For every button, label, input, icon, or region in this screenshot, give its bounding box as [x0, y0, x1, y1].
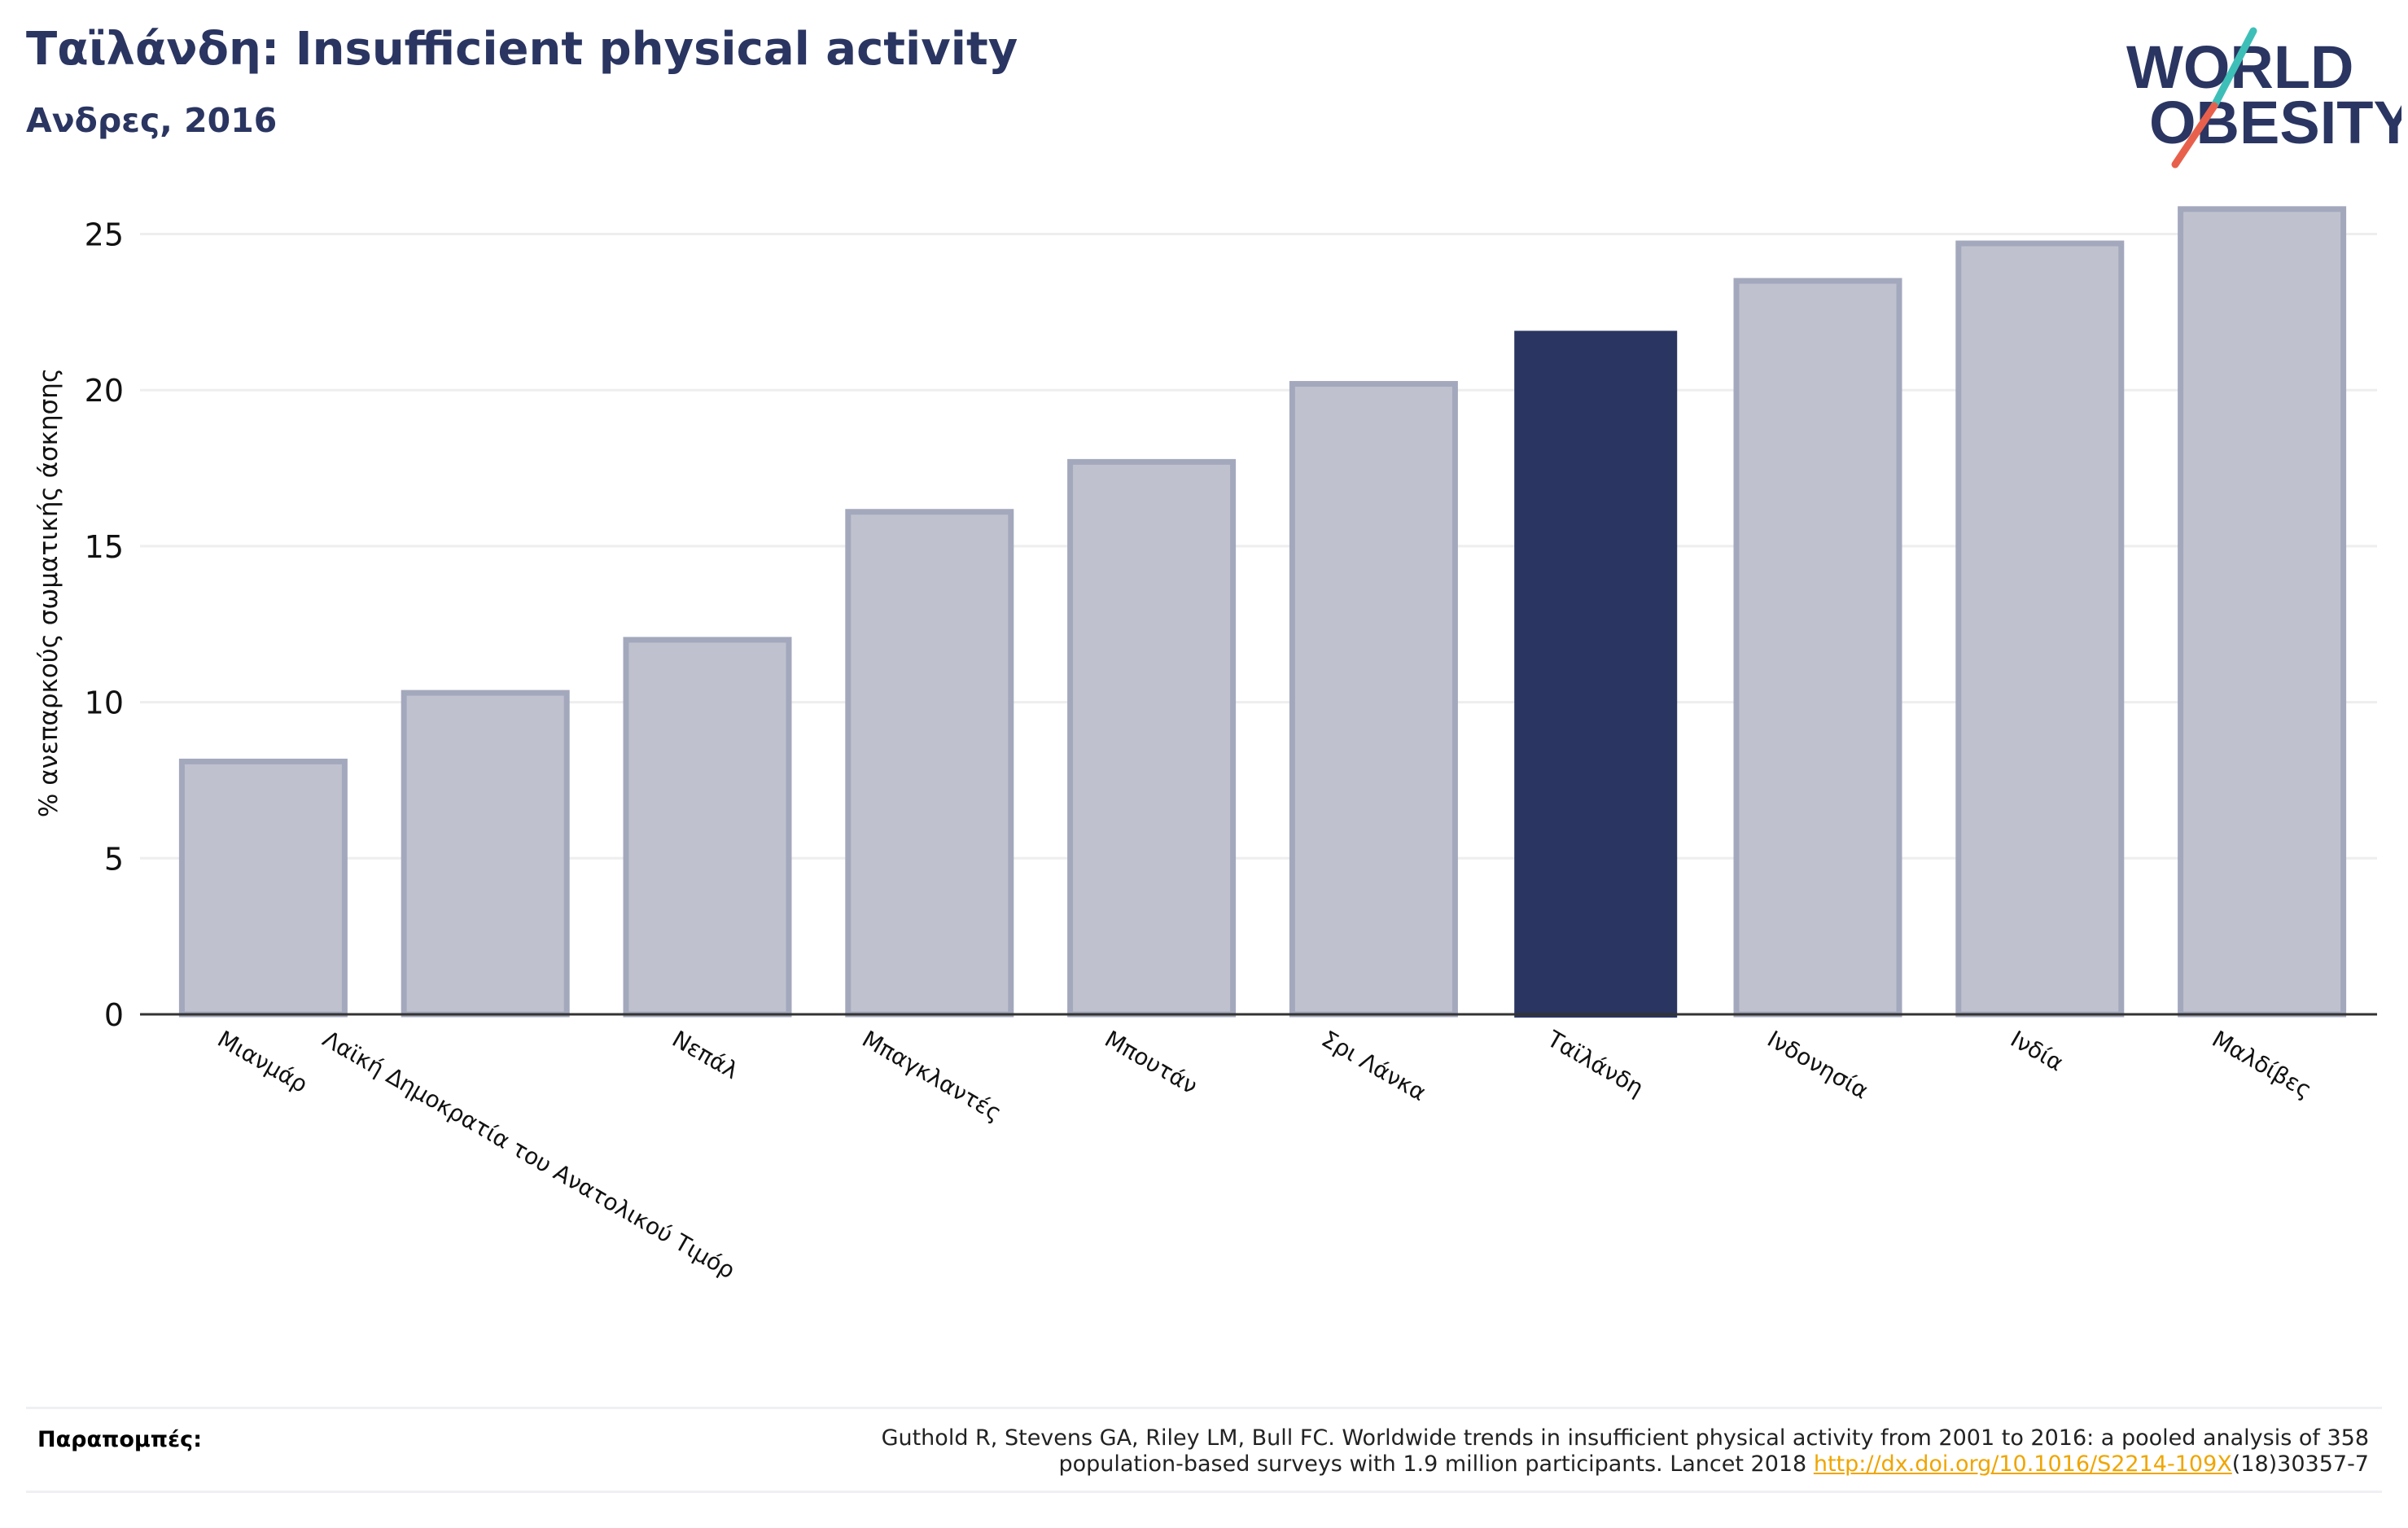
logo-text-world: WORLD [2126, 33, 2354, 101]
x-tick-label: Μπουτάν [1100, 1025, 1202, 1099]
reference-line-2-end: (18)30357-7 [2231, 1451, 2369, 1477]
y-tick-label: 15 [85, 529, 124, 565]
bar [1067, 458, 1237, 1018]
bar [1289, 381, 1458, 1018]
reference-line-1: Guthold R, Stevens GA, Riley LM, Bull FC… [881, 1425, 2369, 1451]
bar [845, 509, 1014, 1018]
references-text: Guthold R, Stevens GA, Riley LM, Bull FC… [741, 1425, 2369, 1478]
x-tick-label: Ινδία [2006, 1025, 2068, 1076]
chart-title: Ταϊλάνδη: Insufficient physical activity [26, 23, 1018, 76]
logo-slash-top [2210, 27, 2257, 110]
x-tick-label: Μιανμάρ [213, 1025, 313, 1097]
x-tick-label: Σρι Λάνκα [1317, 1025, 1431, 1106]
bar-chart: 0 5 10 15 20 25 Μιανμάρ Λαϊκή Δημοκρατία του Αν… [34, 206, 2377, 1285]
chart-subtitle: Ανδρες, 2016 [26, 101, 278, 140]
y-tick-label: 20 [85, 373, 124, 409]
bar [1514, 331, 1678, 1018]
world-obesity-logo: WORLD OBESITY [2126, 27, 2401, 169]
x-tick-label: Λαϊκή Δημοκρατία του Ανατολικού Τιμόρ [318, 1025, 740, 1284]
references-label: Παραπομπές: [37, 1427, 202, 1452]
x-tick-label: Ινδονησία [1762, 1025, 1872, 1104]
bar [401, 690, 570, 1018]
y-tick-label: 10 [85, 685, 124, 721]
bar [178, 758, 348, 1018]
doi-link[interactable]: http://dx.doi.org/10.1016/S2214-109X [1813, 1451, 2232, 1477]
y-tick-label: 0 [104, 997, 124, 1033]
logo-slash-bottom [2171, 102, 2218, 169]
x-tick-label: Νεπάλ [668, 1025, 743, 1084]
bar [1955, 240, 2125, 1018]
x-tick-label: Μπαγκλαντές [857, 1025, 1005, 1126]
bar [2178, 206, 2347, 1018]
y-tick-label: 5 [104, 841, 124, 877]
x-tick-label: Μαλδίβες [2208, 1025, 2317, 1103]
x-tick-label: Ταϊλάνδη [1542, 1025, 1648, 1101]
bar [1733, 278, 1902, 1018]
y-tick-label: 25 [85, 217, 124, 253]
reference-line-2: population-based surveys with 1.9 millio… [1058, 1451, 1814, 1477]
references-panel: Παραπομπές: Guthold R, Stevens GA, Riley… [26, 1407, 2382, 1493]
bar [623, 637, 792, 1018]
y-axis-title: % ανεπαρκούς σωματικής άσκησης [34, 368, 63, 817]
